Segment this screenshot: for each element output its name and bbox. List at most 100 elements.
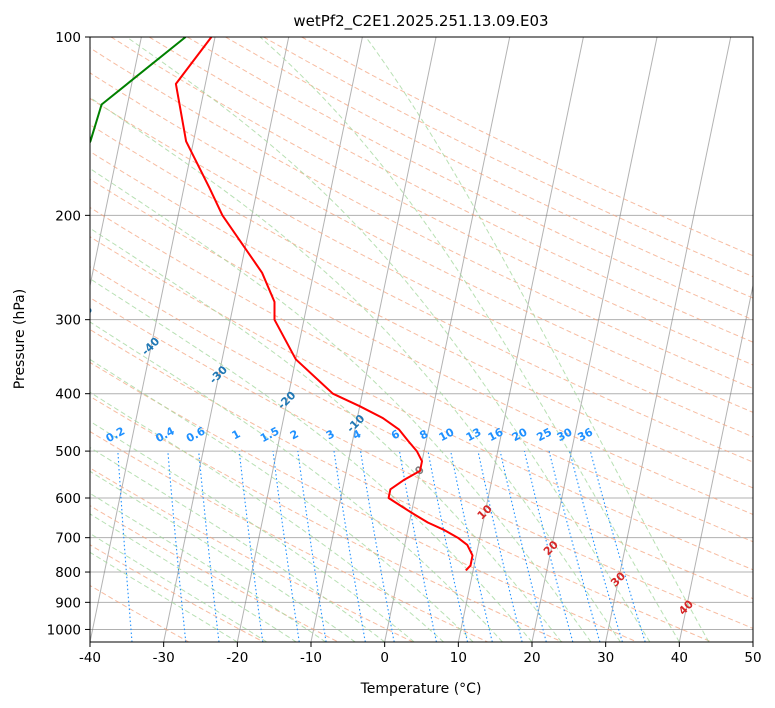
mixing-ratio-line — [523, 450, 574, 642]
isotherm-line — [678, 283, 753, 642]
moist-adiabat-line — [90, 446, 385, 642]
dry-adiabat-line — [187, 37, 753, 321]
y-tick-label: 900 — [55, 595, 81, 611]
dry-adiabat-line — [90, 544, 264, 642]
sounding-profiles — [90, 37, 474, 572]
y-tick-label: 300 — [55, 313, 81, 329]
x-tick-label: 50 — [744, 650, 761, 666]
moist-adiabat-line — [90, 358, 474, 642]
x-tick-label: 20 — [523, 650, 540, 666]
mixing-ratio-line — [167, 451, 187, 642]
moist-adiabat-line — [259, 37, 680, 642]
mixing-ratio-line — [450, 450, 493, 642]
mixing-ratio-line — [398, 451, 437, 642]
dry-adiabat-line — [225, 37, 753, 299]
isotherm-line — [752, 639, 753, 642]
mixing-ratio-line — [297, 451, 327, 642]
mixing-ratio-line — [238, 451, 264, 642]
moist-adiabat-line — [365, 37, 710, 642]
mixing-ratio-label: 16 — [486, 425, 506, 444]
moist-adiabat-line — [90, 470, 356, 642]
y-tick-label: 200 — [55, 208, 81, 224]
moist-adiabat-line — [90, 492, 326, 642]
moist-adiabat-line — [90, 278, 533, 642]
isotherm-line — [236, 37, 363, 642]
isotherm-label: -20 — [275, 388, 298, 411]
x-tick-label: 30 — [597, 650, 614, 666]
moist-adiabat-line — [90, 391, 444, 642]
dry-adiabat-line — [90, 361, 638, 642]
isotherm-label: -60 — [6, 266, 29, 289]
mixing-ratio-label: 25 — [534, 425, 554, 444]
moist-adiabat-line — [90, 321, 503, 642]
dry-adiabat-line — [90, 47, 753, 389]
mixing-ratio-line — [198, 451, 220, 642]
isotherm-line — [0, 37, 68, 642]
isotherm-label: -30 — [207, 363, 230, 386]
mixing-ratio-label: 20 — [510, 425, 530, 444]
x-tick-label: -20 — [226, 650, 248, 666]
dry-adiabat-line — [90, 328, 712, 642]
mixing-ratio-line — [272, 451, 300, 642]
dry-adiabat-line — [90, 395, 563, 642]
chart-title: wetPf2_C2E1.2025.251.13.09.E03 — [293, 12, 548, 31]
y-tick-label: 100 — [55, 30, 81, 46]
x-tick-label: -30 — [153, 650, 175, 666]
mixing-ratio-line — [548, 450, 601, 642]
moist-adiabat-line — [90, 532, 268, 642]
mixing-ratio-label: 0.6 — [184, 424, 208, 445]
moist-adiabat-line — [90, 420, 415, 642]
y-tick-label: 500 — [55, 444, 81, 460]
moist-adiabat-line — [90, 227, 562, 642]
plot-frame — [89, 36, 754, 643]
x-axis-label: Temperature (°C) — [360, 681, 482, 697]
mixing-ratio-label: 0.4 — [153, 424, 177, 445]
isotherm-line — [605, 37, 732, 642]
temperature-profile — [174, 37, 474, 572]
mixing-ratio-label: 1.5 — [258, 424, 281, 445]
isotherm-label: 20 — [541, 538, 561, 558]
x-tick-label: -10 — [300, 650, 322, 666]
dry-adiabat-line — [148, 37, 753, 343]
isotherm-line — [90, 37, 216, 642]
dry-adiabat-line — [90, 297, 753, 629]
y-tick-label: 800 — [55, 565, 81, 581]
mixing-ratio-line — [117, 451, 133, 642]
dry-adiabat-line — [90, 430, 488, 642]
mixing-ratio-label: 1 — [230, 427, 243, 442]
mixing-ratio-line — [427, 450, 469, 642]
isotherm-line — [90, 37, 142, 289]
y-tick-label: 1000 — [47, 622, 81, 638]
x-axis: -40 -30 -20 -10 0 10 20 30 40 50 — [79, 642, 762, 666]
isotherm-label: 40 — [676, 597, 696, 617]
mixing-ratio-label: 30 — [555, 425, 575, 444]
mixing-ratio-line — [477, 450, 523, 642]
dry-adiabat-line — [90, 236, 753, 571]
isotherm-label: -10 — [344, 412, 367, 435]
dry-adiabat-line — [90, 97, 753, 438]
mixing-ratio-label: 2 — [288, 427, 301, 442]
dry-adiabat-line — [90, 467, 414, 642]
mixing-ratio-line — [499, 450, 547, 642]
dry-adiabat-line — [90, 266, 753, 600]
moist-adiabat-line — [90, 167, 592, 642]
isotherm-label: -50 — [72, 303, 95, 326]
x-tick-label: 10 — [450, 650, 467, 666]
mixing-ratio-line — [589, 450, 646, 642]
isotherm-line — [531, 37, 658, 642]
mixing-ratio-line — [569, 450, 623, 642]
x-tick-label: -40 — [79, 650, 101, 666]
mixing-ratio-label: 0.1 — [57, 424, 80, 445]
dry-adiabat-line — [90, 124, 753, 463]
reference-lines — [0, 37, 753, 642]
mixing-ratio-label: 10 — [437, 425, 457, 444]
mixing-ratio-label: 13 — [464, 425, 484, 444]
moist-adiabat-line — [126, 37, 651, 642]
dry-adiabat-line — [90, 206, 753, 543]
isotherm-line — [163, 37, 290, 642]
moist-adiabat-line — [90, 96, 621, 642]
dry-adiabat-line — [90, 150, 753, 489]
dry-adiabat-line — [90, 72, 753, 413]
y-tick-label: 600 — [55, 491, 81, 507]
